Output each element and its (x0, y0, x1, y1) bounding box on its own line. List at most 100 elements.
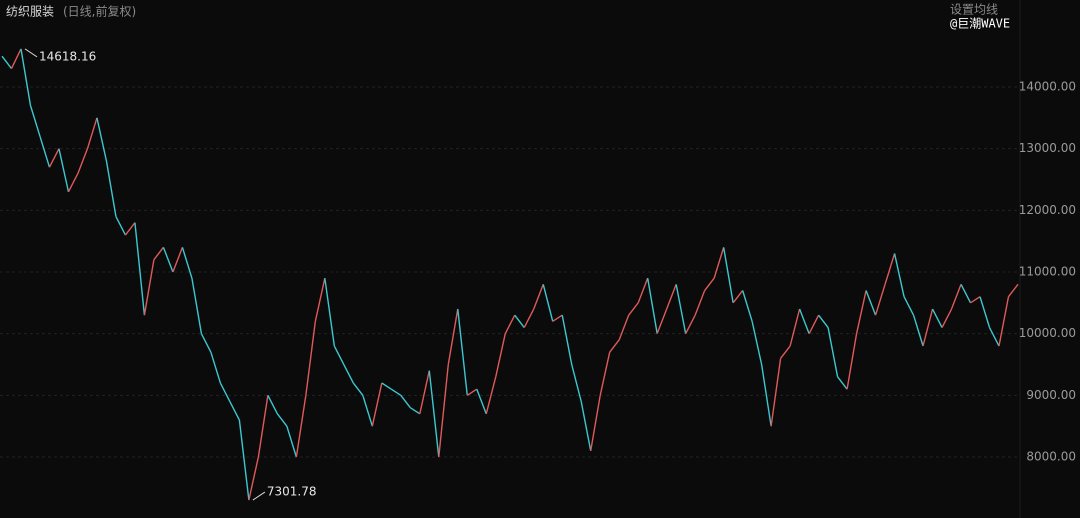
price-segment (305, 321, 317, 396)
price-segment (628, 302, 639, 316)
price-segment (96, 117, 108, 162)
price-segment (789, 308, 801, 347)
price-segment (561, 315, 573, 365)
price-segment (200, 333, 212, 353)
price-segment (884, 253, 896, 285)
price-segment (751, 321, 763, 365)
y-tick-label: 8000.00 (1026, 450, 1076, 464)
price-segment (514, 314, 525, 328)
price-segment (210, 351, 222, 384)
price-segment (162, 247, 174, 273)
price-segment (172, 247, 184, 273)
price-segment (105, 160, 117, 217)
price-segment (694, 290, 706, 316)
price-segment (314, 278, 326, 322)
price-segment (276, 413, 288, 427)
price-segment (798, 308, 810, 334)
price-segment (931, 308, 943, 328)
price-segment (48, 148, 60, 168)
price-segment (780, 345, 791, 359)
price-segment (447, 308, 459, 365)
price-segment (181, 247, 193, 279)
price-segment (855, 290, 867, 334)
annotation-arrow (252, 491, 266, 501)
price-segment (371, 382, 383, 427)
price-segment (523, 308, 535, 328)
price-segment (267, 395, 278, 415)
price-segment (722, 247, 734, 303)
price-segment (153, 246, 164, 261)
price-segment (390, 388, 402, 396)
price-segment (808, 314, 820, 334)
price-segment (381, 382, 392, 390)
price-segment (191, 278, 203, 334)
price-segment (552, 314, 563, 322)
price-segment (115, 216, 127, 236)
price-segment (580, 401, 592, 451)
price-segment (504, 314, 516, 334)
price-segment (637, 277, 649, 304)
price-segment (67, 173, 79, 193)
price-segment (1007, 283, 1019, 298)
price-segment (362, 395, 373, 427)
price-segment (893, 253, 905, 297)
price-segment (865, 290, 877, 316)
price-segment (20, 48, 32, 106)
y-tick-label: 9000.00 (1026, 388, 1076, 402)
price-segment (846, 333, 858, 390)
price-segment (912, 314, 924, 347)
price-segment (988, 327, 1000, 347)
price-segment (533, 284, 544, 310)
price-segment (666, 284, 677, 310)
price-segment (485, 376, 497, 415)
price-segment (39, 136, 51, 168)
annotation: 14618.16 (39, 49, 96, 63)
price-segment (950, 284, 962, 310)
price-segment (685, 314, 696, 334)
price-segment (343, 364, 354, 384)
price-segment (704, 277, 715, 291)
price-segment (590, 395, 601, 451)
price-segment (466, 388, 478, 396)
price-segment (760, 364, 772, 427)
price-segment (10, 48, 22, 69)
price-segment (324, 278, 336, 347)
price-segment (618, 314, 630, 341)
price-segment (970, 296, 981, 304)
y-tick-label: 14000.00 (1019, 80, 1076, 94)
price-segment (941, 308, 953, 328)
annotation-arrow (24, 48, 38, 58)
price-segment (609, 339, 620, 353)
price-segment (476, 388, 487, 415)
price-segment (770, 358, 782, 427)
annotation: 7301.78 (267, 485, 317, 499)
price-segment (86, 117, 98, 149)
price-segment (713, 247, 725, 279)
price-segment (998, 296, 1010, 347)
price-segment (1, 55, 13, 69)
price-segment (400, 394, 411, 409)
price-segment (333, 345, 345, 365)
price-segment (675, 284, 687, 334)
price-segment (457, 308, 468, 396)
price-segment (979, 296, 991, 328)
price-segment (874, 284, 886, 316)
price-segment (29, 105, 41, 137)
price-segment (571, 364, 582, 402)
price-segment (428, 370, 440, 458)
price-segment (732, 290, 744, 304)
price-segment (837, 376, 848, 390)
price-segment (409, 407, 421, 415)
ma-menu[interactable]: 设置均线 (950, 3, 998, 17)
price-segment (124, 222, 136, 236)
chart-title: 纺织服装 (6, 5, 54, 19)
price-segment (922, 308, 934, 347)
price-segment (219, 382, 231, 402)
y-tick-label: 12000.00 (1019, 203, 1076, 217)
price-segment (77, 148, 89, 174)
price-segment (599, 352, 611, 396)
watermark: @巨潮WAVE (950, 16, 1010, 31)
price-segment (438, 364, 449, 458)
